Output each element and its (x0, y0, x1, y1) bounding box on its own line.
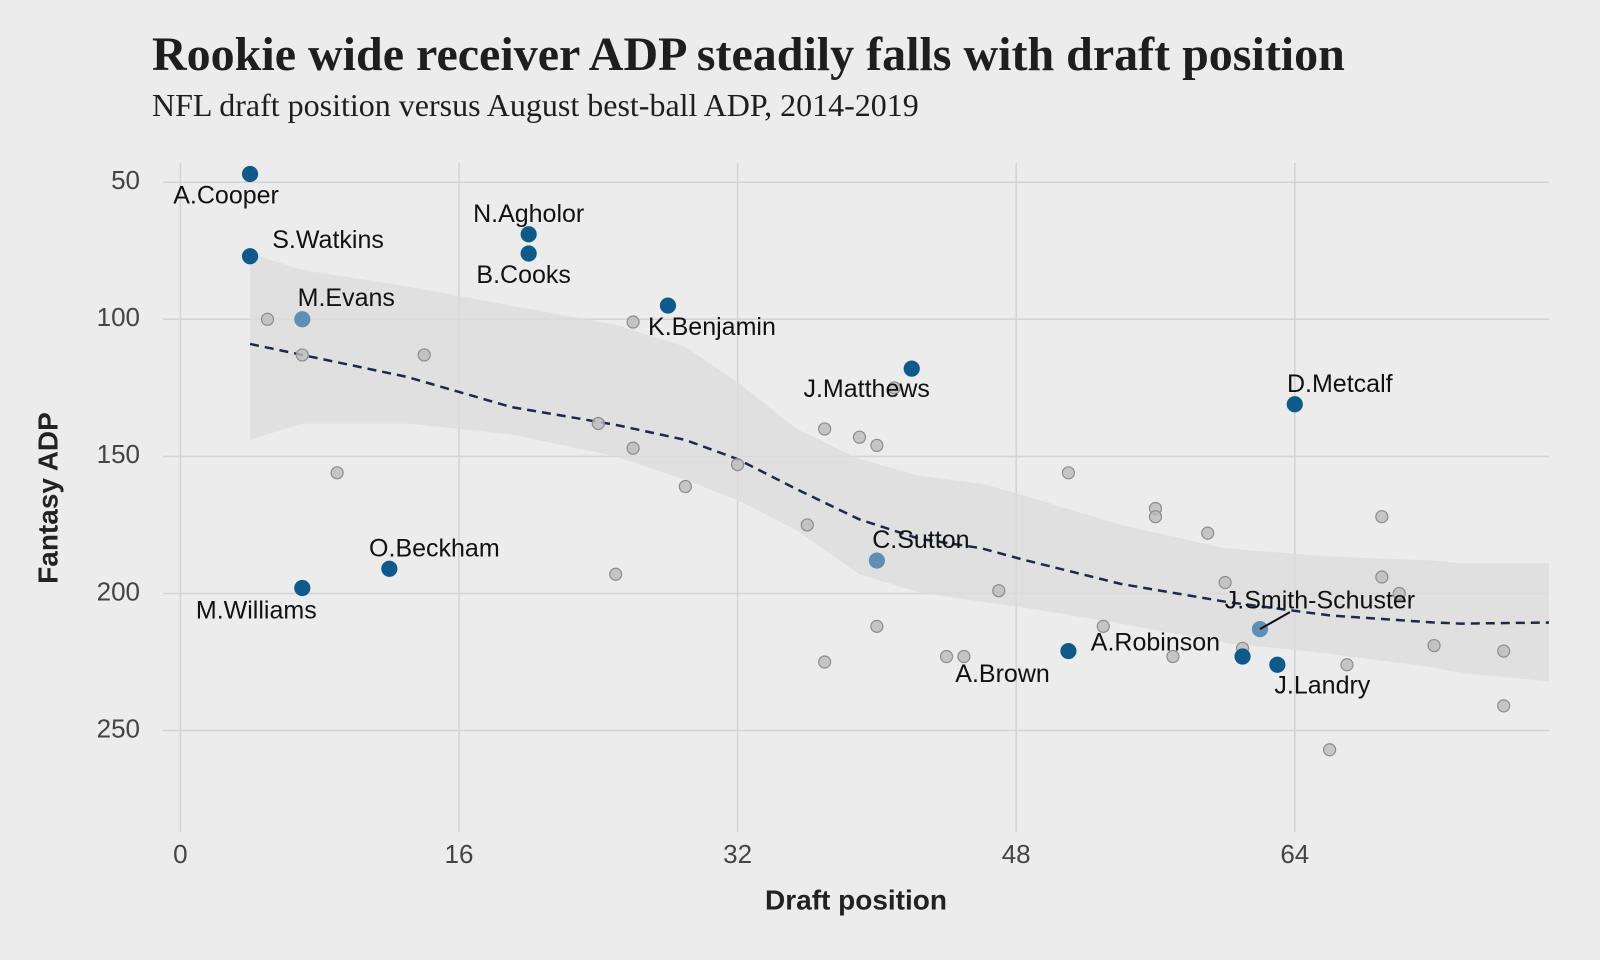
point (903, 360, 920, 377)
point-label: S.Watkins (272, 226, 384, 254)
point (992, 584, 1006, 598)
point (1392, 586, 1406, 601)
x-tick-label: 16 (445, 839, 474, 869)
point-label: C.Sutton (872, 526, 969, 554)
point-label: N.Agholor (473, 200, 584, 228)
point (887, 381, 901, 395)
point (609, 567, 623, 581)
point (852, 430, 867, 444)
point-label: J.Smith-Schuster (1225, 587, 1415, 615)
point (1061, 466, 1076, 480)
point-label: A.Robinson (1091, 629, 1220, 657)
x-tick-label: 0 (173, 839, 187, 869)
point (591, 416, 605, 431)
point (1148, 510, 1163, 524)
point (1166, 649, 1180, 664)
point (1234, 648, 1251, 665)
point (1096, 619, 1110, 633)
point-label: J.Matthews (803, 375, 929, 403)
point (1218, 575, 1232, 590)
point (870, 438, 884, 453)
point-label: M.Williams (196, 597, 317, 625)
y-axis-title: Fantasy ADP (32, 412, 63, 584)
point (1323, 743, 1337, 757)
point (381, 560, 398, 577)
y-tick-label: 150 (97, 439, 140, 469)
leader-line (1259, 611, 1291, 630)
point (818, 655, 832, 669)
point-label: A.Cooper (173, 182, 279, 210)
x-axis-title: Draft position (765, 884, 947, 915)
point-label: M.Evans (298, 284, 395, 312)
chart-subtitle: NFL draft position versus August best-ba… (152, 87, 919, 123)
point (678, 479, 692, 494)
point (241, 165, 259, 183)
point (520, 226, 537, 243)
point-label: D.Metcalf (1287, 370, 1393, 398)
x-tick-label: 64 (1280, 839, 1309, 869)
point (295, 348, 309, 362)
y-tick-label: 250 (97, 713, 140, 743)
point (818, 422, 832, 436)
point (800, 518, 814, 532)
point (626, 441, 640, 455)
y-tick-label: 50 (111, 165, 140, 195)
point (520, 245, 537, 262)
point (868, 552, 885, 569)
point (1497, 644, 1511, 658)
point (1497, 699, 1511, 713)
point (730, 457, 745, 472)
point (260, 312, 275, 326)
confidence-band (250, 253, 1549, 682)
point (294, 579, 311, 597)
point (1201, 526, 1215, 540)
point (330, 466, 344, 480)
point (626, 315, 640, 329)
point (1375, 510, 1389, 524)
point-label: A.Brown (955, 660, 1049, 688)
point (1060, 642, 1077, 660)
point-label: K.Benjamin (648, 313, 776, 341)
chart-title: Rookie wide receiver ADP steadily falls … (152, 28, 1345, 81)
point (1269, 656, 1286, 673)
point-label: B.Cooks (476, 261, 570, 289)
point (939, 649, 954, 664)
point (1427, 638, 1441, 653)
point (870, 619, 884, 633)
point-label: O.Beckham (369, 534, 500, 562)
point (957, 649, 971, 664)
trend-line (249, 342, 1550, 625)
point (294, 311, 311, 328)
point (659, 297, 677, 314)
x-tick-label: 32 (723, 839, 752, 869)
point (1340, 658, 1354, 672)
point-label: J.Landry (1274, 671, 1370, 699)
x-tick-label: 48 (1002, 839, 1031, 869)
point (1286, 396, 1303, 413)
point (241, 248, 259, 265)
y-tick-label: 100 (97, 302, 140, 332)
point (417, 348, 431, 362)
point (1375, 570, 1389, 584)
y-tick-label: 200 (97, 576, 140, 606)
